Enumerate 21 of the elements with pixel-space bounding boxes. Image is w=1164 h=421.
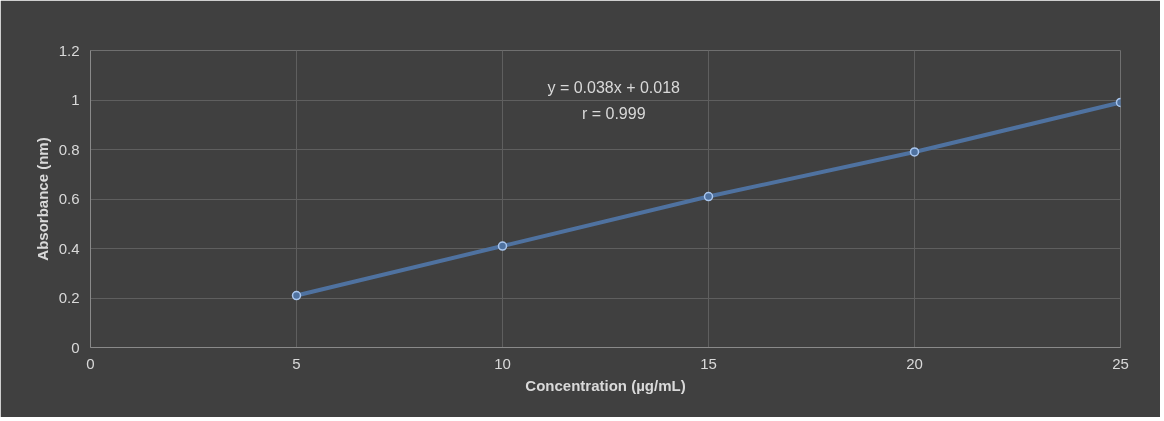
x-tick-label: 0 <box>86 354 95 372</box>
x-tick-label: 25 <box>1112 354 1129 372</box>
y-tick-label: 1.2 <box>58 41 80 59</box>
x-tick-label: 5 <box>292 354 301 372</box>
x-tick-label: 15 <box>700 354 717 372</box>
y-tick-label: 1 <box>71 91 80 108</box>
point <box>497 241 508 251</box>
annotation: r = 0.999 <box>581 104 646 122</box>
y-tick-label: 0.2 <box>58 289 80 306</box>
annotation: y = 0.038x + 0.018 <box>547 78 681 96</box>
y-axis-title: Absorbance (nm) <box>33 137 51 261</box>
point <box>291 290 302 301</box>
y-tick-label: 0 <box>71 338 80 356</box>
x-tick-label: 20 <box>906 354 923 372</box>
y-tick-label: 0.8 <box>58 140 80 158</box>
y-tick-label: 0.6 <box>58 190 80 207</box>
point <box>909 147 920 157</box>
point <box>703 191 714 202</box>
y-tick-label: 0.4 <box>58 239 80 257</box>
x-axis-title: Concentration (µg/mL) <box>525 376 686 394</box>
x-tick-label: 10 <box>494 354 511 372</box>
